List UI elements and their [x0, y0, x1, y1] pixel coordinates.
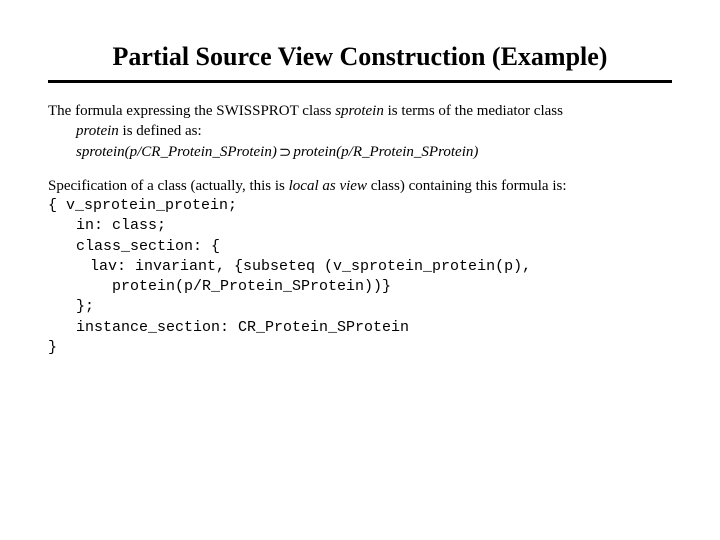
code-line-5: };	[76, 297, 672, 317]
formula-left: sprotein(p/CR_Protein_SProtein)	[76, 144, 277, 160]
supset-symbol: ⊃	[277, 145, 294, 161]
code-line-1: in: class;	[76, 216, 672, 236]
p1-term-sprotein: sprotein	[335, 103, 384, 119]
paragraph-formula: The formula expressing the SWISSPROT cla…	[48, 101, 672, 162]
code-line-6: instance_section: CR_Protein_SProtein	[76, 318, 672, 338]
code-line-3: lav: invariant, {subseteq (v_sprotein_pr…	[90, 257, 672, 277]
p2-prefix: Specification of a class (actually, this…	[48, 178, 289, 194]
paragraph-spec: Specification of a class (actually, this…	[48, 176, 672, 358]
p1-term-protein: protein	[76, 123, 119, 139]
p1-prefix: The formula expressing the SWISSPROT cla…	[48, 103, 335, 119]
code-line-4: protein(p/R_Protein_SProtein))}	[112, 277, 672, 297]
p2-emph: local as view	[289, 178, 367, 194]
formula-right: protein(p/R_Protein_SProtein)	[293, 144, 478, 160]
title-underline	[48, 80, 672, 83]
code-line-2: class_section: {	[76, 237, 672, 257]
p1-tail: is defined as:	[119, 123, 202, 139]
slide-title: Partial Source View Construction (Exampl…	[48, 42, 672, 72]
slide: Partial Source View Construction (Exampl…	[0, 0, 720, 358]
code-line-7: }	[48, 338, 672, 358]
p1-mid: is terms of the mediator class	[384, 103, 563, 119]
code-line-0: { v_sprotein_protein;	[48, 196, 672, 216]
p2-suffix: class) containing this formula is:	[367, 178, 567, 194]
